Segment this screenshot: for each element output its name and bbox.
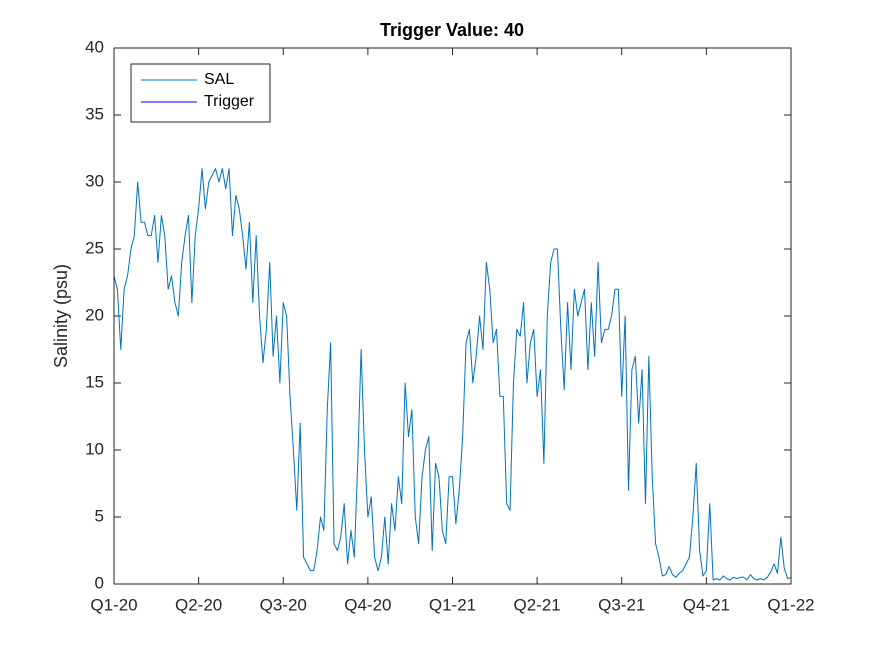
y-tick-label: 25 xyxy=(85,238,104,257)
x-tick-label: Q1-22 xyxy=(767,595,814,614)
y-tick-label: 0 xyxy=(95,573,104,592)
x-tick-label: Q3-21 xyxy=(598,595,645,614)
chart-title: Trigger Value: 40 xyxy=(380,20,524,40)
line-series xyxy=(113,168,792,581)
y-axis-label: Salinity (psu) xyxy=(51,264,71,368)
y-tick-label: 20 xyxy=(85,305,104,324)
y-tick-label: 15 xyxy=(85,372,104,391)
x-tick-label: Q1-21 xyxy=(429,595,476,614)
y-tick-label: 40 xyxy=(85,37,104,56)
y-tick-label: 30 xyxy=(85,171,104,190)
y-tick-label: 10 xyxy=(85,439,104,458)
x-tick-label: Q1-20 xyxy=(90,595,137,614)
x-tick-label: Q4-20 xyxy=(344,595,391,614)
y-tick-label: 5 xyxy=(95,506,104,525)
x-tick-label: Q4-21 xyxy=(683,595,730,614)
axes-box xyxy=(113,47,792,585)
y-tick-label: 35 xyxy=(85,104,104,123)
x-tick-label: Q2-20 xyxy=(175,595,222,614)
x-tick-label: Q3-20 xyxy=(260,595,307,614)
legend-label: SAL xyxy=(204,71,234,88)
legend-label: Trigger xyxy=(204,93,255,110)
x-tick-label: Q2-21 xyxy=(514,595,561,614)
legend-box xyxy=(130,63,271,123)
